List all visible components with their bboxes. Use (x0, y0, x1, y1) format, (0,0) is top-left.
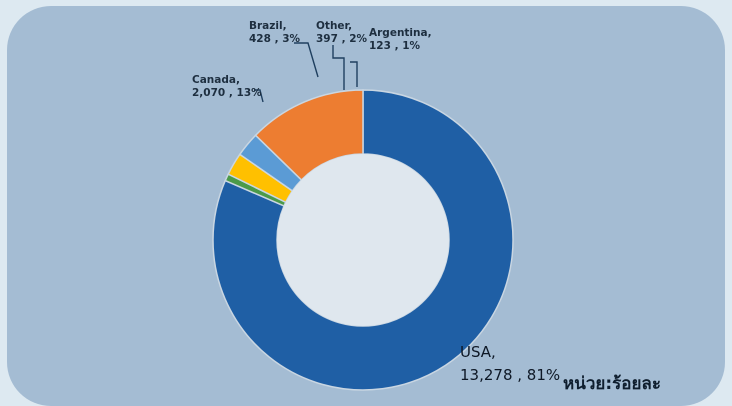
other-leader-line (332, 45, 345, 90)
usa-label-value: 13,278 , 81% (460, 366, 560, 384)
argentina-label-name: Argentina, (369, 27, 432, 39)
donut-hole (277, 154, 449, 326)
canada-leader-line (254, 89, 264, 103)
brazil-leader-line (294, 42, 319, 78)
chart-frame: Argentina, 123 , 1% Other, 397 , 2% Braz… (7, 6, 725, 406)
other-label-name: Other, (316, 20, 352, 32)
donut-chart: Argentina, 123 , 1% Other, 397 , 2% Braz… (192, 20, 661, 394)
canada-label-value: 2,070 , 13% (192, 87, 262, 99)
argentina-leader-line (350, 61, 358, 87)
other-label-value: 397 , 2% (316, 33, 368, 45)
unit-label: หน่วย:ร้อยละ (563, 374, 661, 394)
brazil-label-value: 428 , 3% (249, 33, 301, 45)
canada-label-name: Canada, (192, 74, 240, 86)
usa-label-name: USA, (460, 343, 496, 361)
argentina-label-value: 123 , 1% (369, 40, 421, 52)
donut-slices (212, 89, 514, 391)
brazil-label-name: Brazil, (249, 20, 287, 32)
